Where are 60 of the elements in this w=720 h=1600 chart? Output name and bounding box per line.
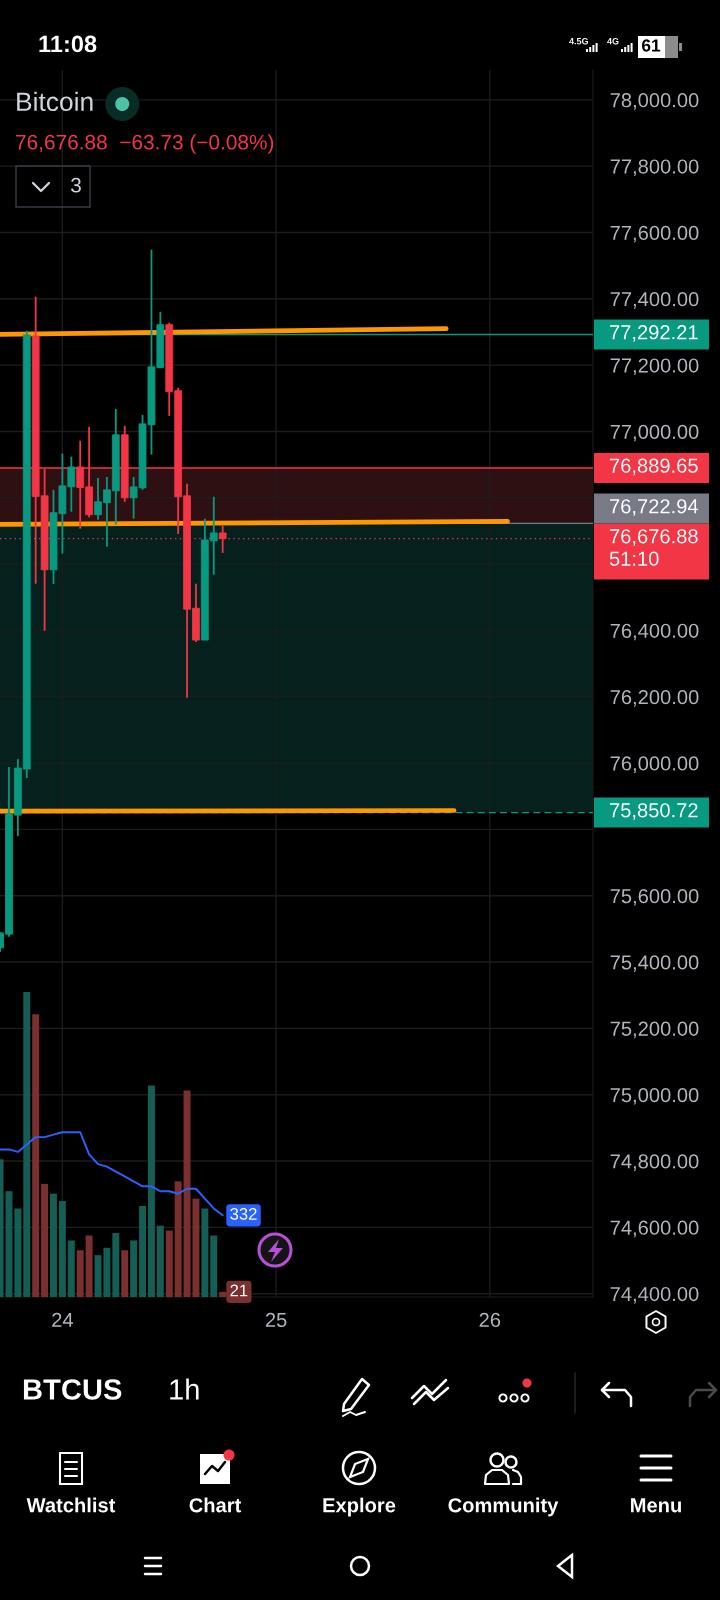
- text: 61: [641, 39, 661, 52]
- y-tick-label: 75,600.00: [610, 888, 699, 906]
- y-tick-label: 76,200.00: [610, 690, 699, 707]
- bar: [67, 1240, 75, 1297]
- bar: [50, 1193, 57, 1297]
- text: BTCUS: [23, 1379, 122, 1400]
- y-tick-label: 77,600.00: [610, 225, 699, 243]
- bar: [201, 1208, 209, 1297]
- y-tick-label: 74,600.00: [610, 1220, 699, 1238]
- bar: [139, 1205, 146, 1297]
- ref-line-label: 76,676.88 51:10: [609, 529, 698, 566]
- y-tick-label: 78,000.00: [610, 93, 699, 110]
- bar: [147, 1085, 155, 1297]
- bar: [23, 992, 31, 1297]
- bar: [103, 1247, 111, 1297]
- text: Watchlist: [26, 1497, 116, 1513]
- y-tick-label: 77,200.00: [610, 358, 699, 376]
- bar: [14, 1208, 22, 1297]
- text: 4.5G: [569, 38, 589, 45]
- ref-line-label: 76,889.65: [610, 458, 698, 476]
- text: 4G: [607, 38, 619, 45]
- bar: [165, 1230, 173, 1297]
- ref-line-label: 75,850.72: [610, 803, 698, 820]
- y-tick-label: 77,800.00: [610, 159, 699, 177]
- bar: [130, 1240, 138, 1297]
- bar: [58, 1201, 66, 1297]
- bar: [41, 1183, 49, 1297]
- y-tick-label: 77,400.00: [610, 292, 699, 309]
- ref-line-label: 76,722.94: [610, 499, 698, 516]
- y-tick-label: 75,200.00: [610, 1021, 699, 1039]
- text: Menu: [631, 1498, 681, 1513]
- text: 1h: [170, 1378, 199, 1400]
- x-tick-label: 25: [265, 1312, 287, 1328]
- ref-line-label: 77,292.21: [610, 325, 698, 342]
- y-tick-label: 76,400.00: [610, 623, 699, 641]
- text: Community: [448, 1497, 559, 1517]
- text: 11:08: [39, 35, 97, 53]
- y-tick-label: 74,800.00: [610, 1154, 699, 1171]
- y-tick-label: 77,000.00: [610, 424, 699, 442]
- x-tick-label: 24: [52, 1312, 74, 1327]
- y-tick-label: 76,000.00: [610, 756, 699, 773]
- bar: [210, 1235, 218, 1297]
- data-label: 21: [230, 1284, 248, 1297]
- bar: [156, 1225, 164, 1297]
- bar: [76, 1250, 84, 1297]
- bar: [85, 1235, 93, 1297]
- x-tick-label: 26: [479, 1312, 501, 1328]
- text: Chart: [189, 1497, 242, 1513]
- text: Explore: [323, 1497, 396, 1517]
- text: 76,676.88 −63.73 (−0.08%): [16, 134, 274, 154]
- y-tick-label: 75,400.00: [610, 955, 699, 972]
- y-tick-label: 74,400.00: [610, 1286, 699, 1304]
- bar: [32, 1014, 40, 1297]
- data-label: 332: [230, 1208, 257, 1220]
- bar: [174, 1181, 182, 1297]
- bar: [121, 1250, 129, 1297]
- bar: [112, 1233, 120, 1297]
- annotation: 3: [71, 177, 81, 193]
- y-tick-label: 75,000.00: [610, 1087, 699, 1105]
- text: Bitcoin: [17, 91, 93, 112]
